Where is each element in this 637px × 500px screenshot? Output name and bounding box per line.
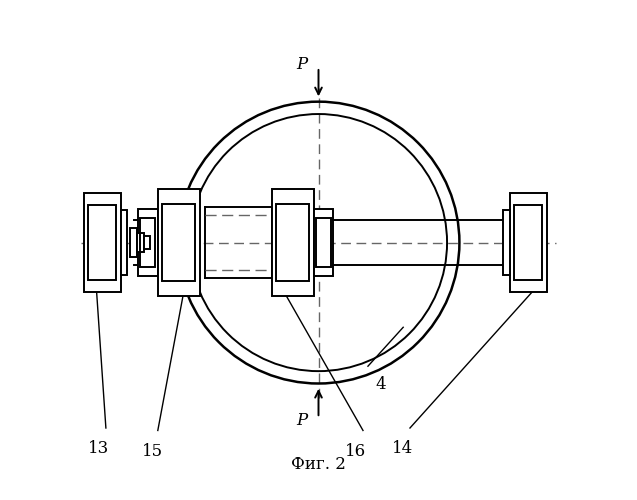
Bar xyxy=(138,209,158,276)
Bar xyxy=(137,232,145,252)
Text: 15: 15 xyxy=(142,443,164,460)
Bar xyxy=(271,190,313,296)
Text: 4: 4 xyxy=(375,376,386,393)
Bar xyxy=(510,193,547,292)
Text: 16: 16 xyxy=(345,443,366,460)
Bar xyxy=(276,204,309,281)
Bar xyxy=(141,218,155,267)
Bar xyxy=(88,206,117,280)
Bar xyxy=(503,210,510,274)
Bar xyxy=(514,206,543,280)
Text: Р: Р xyxy=(296,56,308,73)
Bar xyxy=(145,236,150,249)
Text: Р: Р xyxy=(296,412,308,429)
Bar xyxy=(313,209,333,276)
Text: 13: 13 xyxy=(88,440,109,458)
Bar xyxy=(121,210,127,274)
Bar xyxy=(158,190,200,296)
Text: 14: 14 xyxy=(392,440,413,458)
Bar xyxy=(162,204,196,281)
Bar xyxy=(83,193,121,292)
Bar xyxy=(316,218,331,267)
Text: Фиг. 2: Фиг. 2 xyxy=(291,456,346,473)
Bar xyxy=(129,228,137,258)
